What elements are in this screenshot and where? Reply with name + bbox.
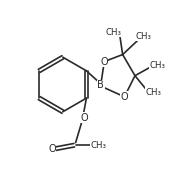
Text: O: O [121,92,128,102]
Text: O: O [100,57,108,67]
Text: CH₃: CH₃ [106,28,122,37]
Text: CH₃: CH₃ [145,88,161,97]
Text: CH₃: CH₃ [149,61,166,70]
Text: O: O [48,144,56,154]
Text: O: O [80,113,88,123]
Text: CH₃: CH₃ [136,32,152,41]
Text: B: B [97,80,104,90]
Text: CH₃: CH₃ [91,141,107,150]
